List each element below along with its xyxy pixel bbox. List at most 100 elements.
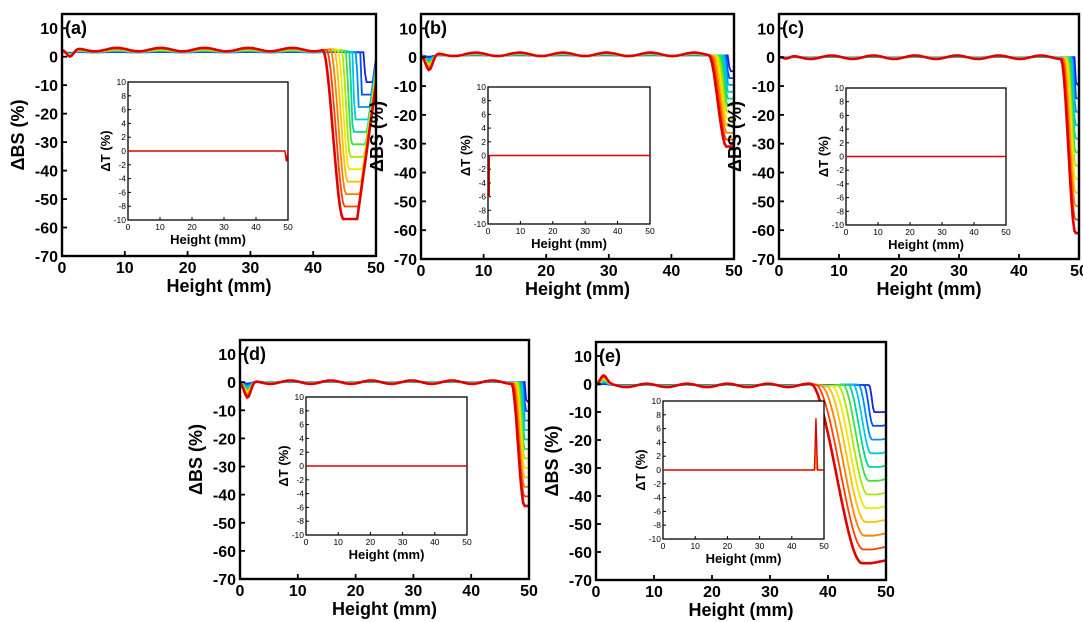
y-tick-label: -20 [569, 433, 592, 450]
x-axis-title: Height (mm) [525, 279, 630, 299]
inset-y-tick-label: -6 [296, 502, 304, 512]
inset-y-tick-label: -8 [653, 520, 661, 530]
plot-frame [594, 340, 888, 582]
inset-y-axis-title: ΔT (%) [98, 130, 113, 171]
inset-x-tick-label: 20 [366, 537, 376, 547]
panel-label: (a) [65, 18, 87, 38]
y-tick-label: -10 [213, 403, 236, 420]
panel-label: (c) [782, 18, 804, 38]
y-tick-label: -10 [569, 405, 592, 422]
x-tick-label: 50 [367, 260, 385, 277]
inset-y-tick-label: 6 [299, 420, 304, 430]
y-tick-label: 0 [49, 50, 58, 67]
inset-y-tick-label: -4 [478, 178, 486, 188]
inset-y-tick-label: -4 [836, 179, 844, 189]
inset-y-tick-label: 0 [481, 151, 486, 161]
inset-y-tick-label: 4 [481, 123, 486, 133]
x-tick-label: 40 [819, 584, 837, 601]
inset-y-tick-label: 0 [299, 461, 304, 471]
y-tick-label: 0 [408, 50, 417, 67]
series-group [779, 54, 1079, 235]
inset-x-tick-label: 50 [645, 226, 655, 236]
inset-x-tick-label: 20 [187, 222, 197, 232]
inset-y-tick-label: 4 [121, 118, 126, 128]
inset-x-tick-label: 0 [661, 541, 666, 551]
inset-x-tick-label: 50 [1001, 227, 1011, 237]
x-tick-label: 40 [462, 583, 480, 600]
y-tick-label: -30 [35, 135, 58, 152]
y-tick-label: -10 [394, 79, 417, 96]
y-axis-title: ΔBS (%) [8, 100, 28, 171]
inset-x-axis-title: Height (mm) [349, 547, 425, 562]
y-tick-label: -20 [394, 108, 417, 125]
inset-y-tick-label: -4 [653, 493, 661, 503]
y-tick-label: -50 [752, 194, 775, 211]
y-tick-label: -20 [35, 107, 58, 124]
x-tick-label: 0 [236, 583, 245, 600]
inset-y-tick-label: -10 [474, 219, 487, 229]
inset-y-tick-label: -10 [649, 534, 662, 544]
series-line [421, 54, 734, 73]
inset-y-tick-label: -2 [836, 165, 844, 175]
inset-y-tick-label: 6 [481, 109, 486, 119]
y-axis-title: ΔBS (%) [725, 101, 745, 172]
x-tick-label: 50 [877, 584, 895, 601]
y-axis-title: ΔBS (%) [542, 426, 562, 497]
inset-y-tick-label: 8 [121, 91, 126, 101]
series-line [421, 54, 734, 79]
series-line [779, 54, 1079, 235]
y-tick-label: -30 [752, 137, 775, 154]
panel-b: 100-10-20-30-40-50-60-700 10 20 30 40 50Heigh… [367, 12, 743, 299]
y-tick-label: -40 [569, 489, 592, 506]
plot-frame [419, 12, 736, 261]
inset-y-tick-label: -4 [296, 489, 304, 499]
panel-label: (e) [599, 346, 621, 366]
x-tick-label: 0 [592, 584, 601, 601]
x-tick-label: 30 [950, 263, 968, 280]
inset-series-line [128, 150, 289, 162]
series-line [421, 53, 734, 86]
inset-y-tick-label: 8 [656, 410, 661, 420]
plot-frame [60, 12, 378, 258]
inset-x-tick-label: 10 [873, 227, 883, 237]
x-tick-label: 0 [417, 263, 426, 280]
inset-y-tick-label: -8 [478, 205, 486, 215]
series-line [779, 56, 1079, 86]
inset-y-tick-label: 8 [299, 406, 304, 416]
y-tick-label: -30 [394, 137, 417, 154]
y-tick-label: -30 [569, 461, 592, 478]
inset-y-tick-label: -2 [653, 479, 661, 489]
inset-y-tick-label: -6 [836, 193, 844, 203]
inset-y-tick-label: 0 [121, 146, 126, 156]
inset-x-tick-label: 0 [304, 537, 309, 547]
panel-e: 100-10-20-30-40-50-60-700 10 20 30 40 50Heigh… [542, 340, 895, 620]
x-tick-label: 50 [1070, 263, 1083, 280]
inset-y-tick-label: -4 [118, 174, 126, 184]
y-tick-label: -70 [213, 572, 236, 589]
x-axis-title: Height (mm) [689, 600, 794, 620]
inset-x-tick-label: 50 [283, 222, 293, 232]
inset-y-tick-label: 6 [656, 424, 661, 434]
inset-y-tick-label: 2 [839, 138, 844, 148]
inset-x-tick-label: 20 [548, 226, 558, 236]
series-group [240, 379, 529, 508]
x-tick-label: 20 [703, 584, 721, 601]
inset-y-tick-label: 2 [299, 447, 304, 457]
inset-y-tick-label: 10 [652, 396, 662, 406]
inset-x-tick-label: 20 [723, 541, 733, 551]
y-tick-label: 0 [227, 375, 236, 392]
inset-y-axis-title: ΔT (%) [458, 135, 473, 176]
inset-y-tick-label: 8 [839, 97, 844, 107]
panel-a: 100-10-20-30-40-50-60-700 10 20 30 40 50Heigh… [8, 12, 385, 296]
y-axis-title: ΔBS (%) [367, 101, 387, 172]
inset-y-tick-label: 4 [656, 437, 661, 447]
inset-y-tick-label: -2 [478, 164, 486, 174]
x-tick-label: 10 [289, 583, 307, 600]
inset-y-tick-label: -2 [118, 160, 126, 170]
x-tick-label: 0 [58, 260, 67, 277]
y-tick-label: -60 [569, 545, 592, 562]
inset-x-tick-label: 30 [937, 227, 947, 237]
